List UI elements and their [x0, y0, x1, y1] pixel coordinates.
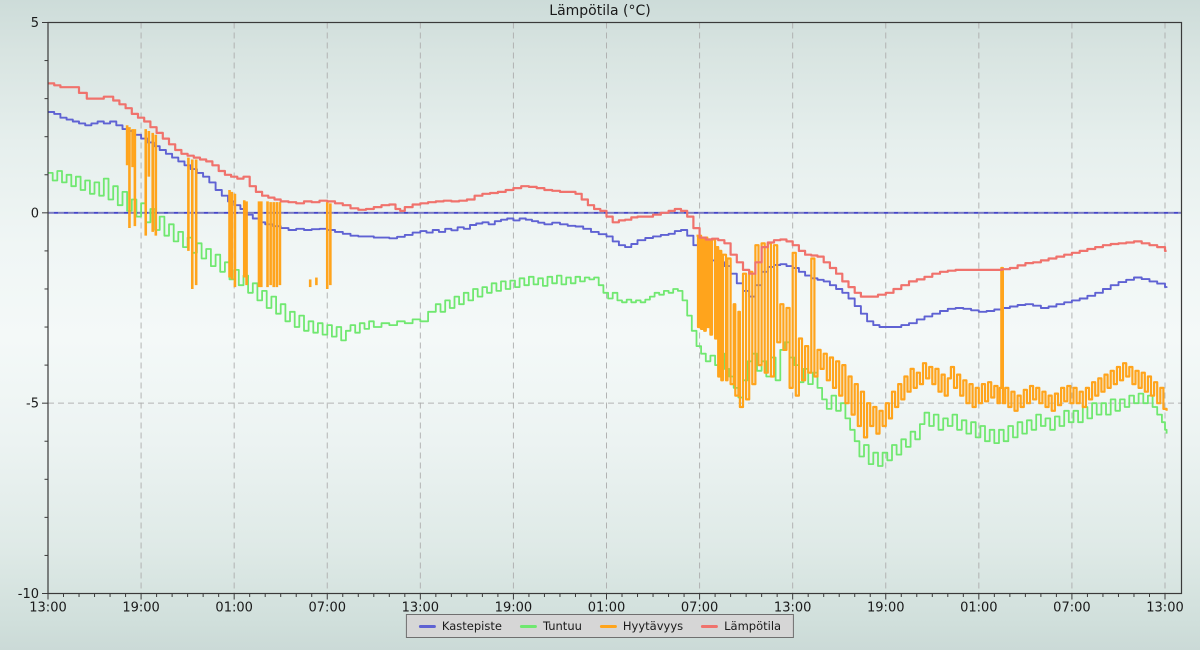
- x-tick-label: 01:00: [960, 601, 997, 616]
- y-tick-label: 0: [31, 206, 39, 221]
- x-tick-label: 01:00: [588, 601, 625, 616]
- legend-item-tuntuu: Tuntuu: [519, 619, 582, 633]
- x-tick-label: 13:00: [29, 601, 66, 616]
- y-tick-label: -10: [18, 587, 39, 602]
- x-tick-label: 01:00: [215, 601, 252, 616]
- series-lampotila-line: [48, 82, 1167, 298]
- legend-label-hyytavyys: Hyytävyys: [622, 619, 684, 633]
- legend-item-kastepiste: Kastepiste: [418, 619, 502, 633]
- x-tick-label: 19:00: [122, 601, 159, 616]
- legend: Kastepiste Tuntuu Hyytävyys Lämpötila: [405, 614, 795, 638]
- x-tick-label: 13:00: [774, 601, 811, 616]
- tuntuu-line-swatch-icon: [519, 624, 537, 628]
- x-tick-label: 07:00: [681, 601, 718, 616]
- x-tick-label: 07:00: [1053, 601, 1090, 616]
- y-tick-label: -5: [26, 397, 39, 412]
- chart-title: Lämpötila (°C): [549, 3, 651, 19]
- x-tick-label: 19:00: [495, 601, 532, 616]
- series-hyytavyys-line: [696, 234, 1168, 439]
- x-tick-label: 19:00: [867, 601, 904, 616]
- legend-label-kastepiste: Kastepiste: [441, 619, 502, 633]
- series-kastepiste-line: [48, 111, 1168, 328]
- hyytavyys-line-swatch-icon: [599, 624, 617, 628]
- legend-label-lampotila: Lämpötila: [724, 619, 782, 633]
- x-tick-label: 07:00: [309, 601, 346, 616]
- x-tick-label: 13:00: [1146, 601, 1183, 616]
- x-tick-label: 13:00: [402, 601, 439, 616]
- legend-item-hyytavyys: Hyytävyys: [599, 619, 684, 633]
- legend-item-lampotila: Lämpötila: [701, 619, 781, 633]
- plot-frame: [47, 21, 1183, 595]
- legend-label-tuntuu: Tuntuu: [542, 619, 582, 633]
- lampotila-line-swatch-icon: [701, 624, 719, 628]
- kastepiste-line-swatch-icon: [418, 624, 436, 628]
- y-tick-label: 5: [31, 16, 39, 31]
